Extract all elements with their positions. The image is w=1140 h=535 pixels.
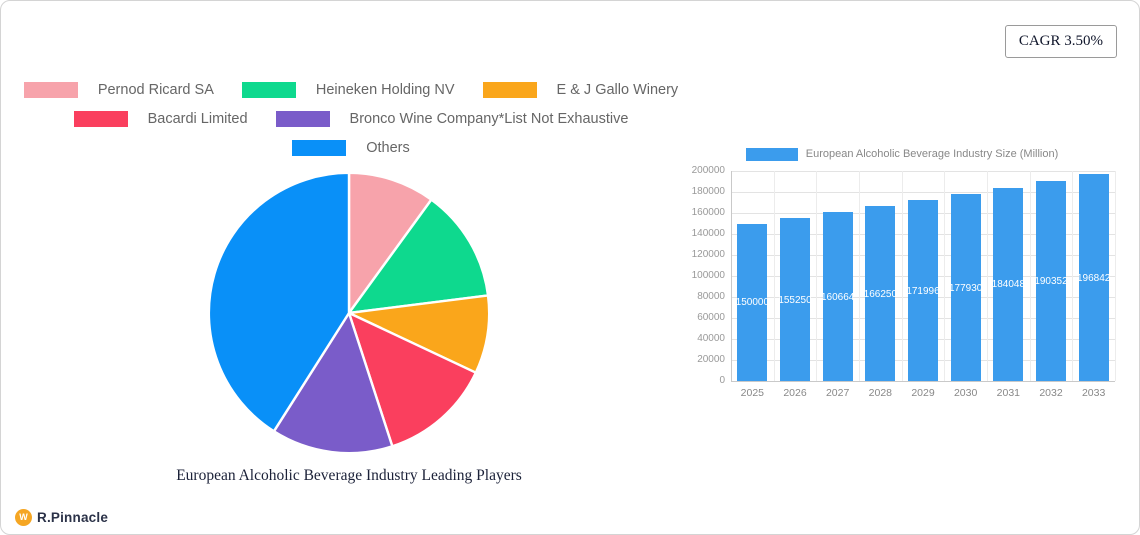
bar-2031: 184048	[991, 187, 1026, 381]
gridline-horizontal	[731, 381, 1115, 382]
bar-value-label: 160664	[820, 291, 855, 303]
x-axis-tick-label: 2033	[1081, 387, 1106, 399]
legend-item-others[interactable]: Others	[292, 139, 410, 156]
legend-label: Bronco Wine Company*List Not Exhaustive	[349, 110, 629, 127]
bar-2025: 150000	[735, 223, 770, 381]
brand-logo: W R.Pinnacle	[15, 509, 108, 526]
legend-row: Pernod Ricard SA Heineken Holding NV E & J…	[1, 75, 701, 104]
y-axis-tick-label: 60000	[697, 312, 725, 323]
bar-value-label: 177930	[948, 282, 983, 294]
legend-label: Others	[366, 139, 410, 156]
bar-chart: European Alcoholic Beverage Industry Siz…	[686, 146, 1118, 414]
bar-legend-swatch	[745, 147, 798, 161]
bar-2028: 166250	[863, 206, 898, 381]
gridline-vertical	[1115, 171, 1116, 381]
legend-row: Bacardi Limited Bronco Wine Company*List …	[1, 104, 701, 133]
y-axis-tick-label: 20000	[697, 354, 725, 365]
legend-item-bronco-wine-company-list-not-exhaustive[interactable]: Bronco Wine Company*List Not Exhaustive	[275, 110, 629, 127]
legend-label: Bacardi Limited	[147, 110, 248, 127]
bar-2029: 171996	[906, 200, 940, 381]
y-axis-tick-label: 140000	[691, 228, 725, 239]
legend-item-pernod-ricard-sa[interactable]: Pernod Ricard SA	[23, 81, 214, 98]
gridline-vertical	[773, 171, 775, 381]
x-axis-tick-label: 2025	[740, 387, 765, 399]
logo-icon: W	[15, 509, 32, 526]
legend-row: Others	[1, 133, 701, 162]
gridline-horizontal	[731, 171, 1115, 172]
pie-chart-title: European Alcoholic Beverage Industry Lea…	[176, 467, 522, 484]
gridline-horizontal	[731, 192, 1115, 193]
bar-2033: 196842	[1076, 174, 1111, 381]
legend-label: Pernod Ricard SA	[97, 81, 214, 98]
y-axis-tick-label: 120000	[691, 249, 725, 260]
legend-label: E & J Gallo Winery	[556, 81, 679, 98]
legend-swatch	[73, 110, 128, 127]
x-axis-tick-label: 2030	[953, 387, 978, 399]
bar-2027: 160664	[820, 212, 855, 381]
bar-value-label: 190352	[1034, 276, 1068, 288]
pie-slice-others	[207, 171, 351, 433]
gridline-vertical	[944, 171, 946, 381]
pie-slice-bronco-wine-company-list-not-exhaustive	[272, 311, 394, 455]
x-axis-tick-label: 2028	[868, 387, 892, 399]
legend-item-bacardi-limited[interactable]: Bacardi Limited	[73, 110, 248, 127]
y-axis-tick-label: 180000	[691, 186, 725, 197]
y-axis-tick-label: 80000	[697, 291, 725, 302]
pie-slice-e-j-gallo-winery	[347, 294, 491, 374]
y-axis-tick-label: 100000	[691, 270, 725, 281]
legend-swatch	[23, 81, 78, 98]
x-axis-tick-label: 2032	[1039, 387, 1063, 399]
legend-item-e-j-gallo-winery[interactable]: E & J Gallo Winery	[482, 81, 679, 98]
gridline-vertical	[1072, 171, 1074, 381]
bar-value-label: 150000	[735, 297, 770, 309]
gridline-vertical	[901, 171, 903, 381]
bar-2026: 155250	[778, 218, 812, 381]
pie-slice-pernod-ricard-sa	[347, 171, 433, 315]
y-axis-tick-label: 40000	[697, 333, 725, 344]
bar-plot-area: 0 20000 40000 60000 80000 100000 120000 140000 1…	[692, 165, 1116, 399]
y-axis-tick-label: 200000	[691, 165, 725, 176]
gridline-vertical	[987, 171, 988, 381]
bar-value-label: 184048	[991, 279, 1026, 291]
pie-chart	[203, 167, 495, 459]
x-axis-tick-label: 2029	[911, 387, 935, 399]
bar-2032: 190352	[1034, 181, 1068, 381]
y-axis-line	[731, 171, 732, 381]
bar-value-label: 155250	[778, 294, 812, 306]
bar-chart-legend[interactable]: European Alcoholic Beverage Industry Siz…	[686, 146, 1118, 162]
legend-swatch	[275, 110, 330, 127]
legend-swatch	[482, 81, 537, 98]
y-axis-tick-label: 0	[719, 375, 725, 386]
x-axis-tick-label: 2026	[783, 387, 807, 399]
logo-text: R.Pinnacle	[37, 510, 109, 525]
x-axis-tick-label: 2031	[996, 387, 1020, 399]
bar-value-label: 171996	[906, 285, 940, 297]
gridline-vertical	[1029, 171, 1031, 381]
bar-2030: 177930	[948, 194, 983, 381]
bar-value-label: 196842	[1076, 272, 1111, 284]
y-axis-tick-label: 160000	[691, 207, 725, 218]
x-axis-tick-label: 2027	[825, 387, 850, 399]
pie-legend: Pernod Ricard SA Heineken Holding NV E & J…	[1, 75, 701, 162]
pie-chart-svg	[207, 171, 491, 455]
legend-item-heineken-holding-nv[interactable]: Heineken Holding NV	[241, 81, 455, 98]
pie-slice-heineken-holding-nv	[347, 198, 490, 315]
gridline-vertical	[816, 171, 818, 381]
gridline-vertical	[859, 171, 860, 381]
legend-swatch	[292, 139, 347, 156]
cagr-badge: CAGR 3.50%	[1004, 25, 1117, 58]
legend-label: Heineken Holding NV	[315, 81, 455, 98]
bar-value-label: 166250	[863, 288, 898, 300]
pie-slice-bacardi-limited	[347, 311, 478, 448]
legend-swatch	[241, 81, 296, 98]
bar-legend-label: European Alcoholic Beverage Industry Siz…	[805, 148, 1059, 160]
